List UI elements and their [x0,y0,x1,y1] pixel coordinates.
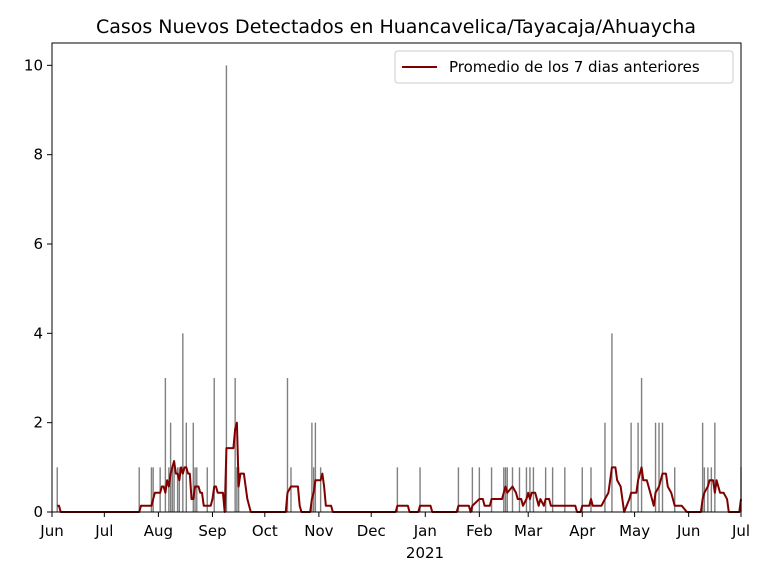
bar [56,467,58,512]
y-tick-label: 2 [33,414,43,432]
x-tick-label: Nov [304,522,333,540]
bar [234,378,236,512]
x-tick-label: Aug [144,522,173,540]
bar [396,467,399,512]
bar [192,422,194,512]
bar [178,467,181,512]
bar [286,378,289,512]
bar [150,467,153,512]
bar [518,467,521,512]
x-tick-label: Jun [39,522,63,540]
bar [701,422,704,512]
bar [457,467,460,512]
bar [637,422,639,512]
x-tick-label: Jan [413,522,437,540]
bar [237,467,240,512]
bar [658,422,660,512]
bar [714,422,716,512]
bar [710,467,713,512]
axes: 0 2 4 6 8 10 Jun Jul Aug Sep Oct Nov Dec Jan Feb Mar Apr… [24,42,750,540]
bar [213,378,215,512]
x-tick-label: Feb [466,522,493,540]
bar [236,467,238,512]
bar-series [56,65,742,512]
bar [290,467,292,512]
bar [182,333,184,512]
x-axis-year-label: 2021 [406,544,444,562]
bar [471,467,474,512]
legend-label: Promedio de los 7 dias anteriores [449,58,700,76]
y-tick-label: 10 [24,56,43,74]
bar [173,467,175,512]
bar [661,422,664,512]
y-tick-label: 0 [33,503,43,521]
y-tick-label: 8 [33,146,43,164]
bar [529,467,531,512]
x-tick-label: Apr [569,522,596,540]
bar [564,467,566,512]
bar [611,333,613,512]
bar [551,467,554,512]
bar [581,467,583,512]
chart-title: Casos Nuevos Detectados en Huancavelica/… [96,16,696,38]
bar [604,422,606,512]
x-tick-label: Sep [198,522,226,540]
x-tick-label: Jun [676,522,700,540]
x-tick-label: Jul [94,522,113,540]
bar [478,467,481,512]
bar [314,422,317,512]
bar [206,467,208,512]
bar [532,467,535,512]
bar [138,467,140,512]
line-series [57,421,742,513]
bar [164,378,167,512]
plot-frame [51,42,742,513]
bar [311,422,313,512]
bar [590,467,592,512]
y-tick-label: 4 [33,324,43,342]
bar [152,467,154,512]
x-tick-label: Jul [731,522,750,540]
bar [171,467,174,512]
bar [419,467,421,512]
x-tick-label: Mar [514,522,543,540]
bar [703,467,706,512]
bar [196,467,198,512]
bar [225,65,228,512]
x-tick-label: Oct [252,522,278,540]
bar [319,467,322,512]
legend-box [394,50,734,84]
legend: Promedio de los 7 dias anteriores [394,50,734,84]
bar [707,467,709,512]
bar [525,467,528,512]
y-tick-label: 6 [33,235,43,253]
bar [511,467,514,512]
bar [630,422,632,512]
x-tick-label: Dec [357,522,386,540]
bar [169,422,172,512]
bar [654,422,657,512]
x-tick-label: May [619,522,650,540]
bar [674,467,676,512]
bar [176,467,179,512]
bar [168,467,170,512]
bar [490,467,493,512]
moving-average-line [57,421,742,513]
bar [544,467,547,512]
bar [640,378,643,512]
